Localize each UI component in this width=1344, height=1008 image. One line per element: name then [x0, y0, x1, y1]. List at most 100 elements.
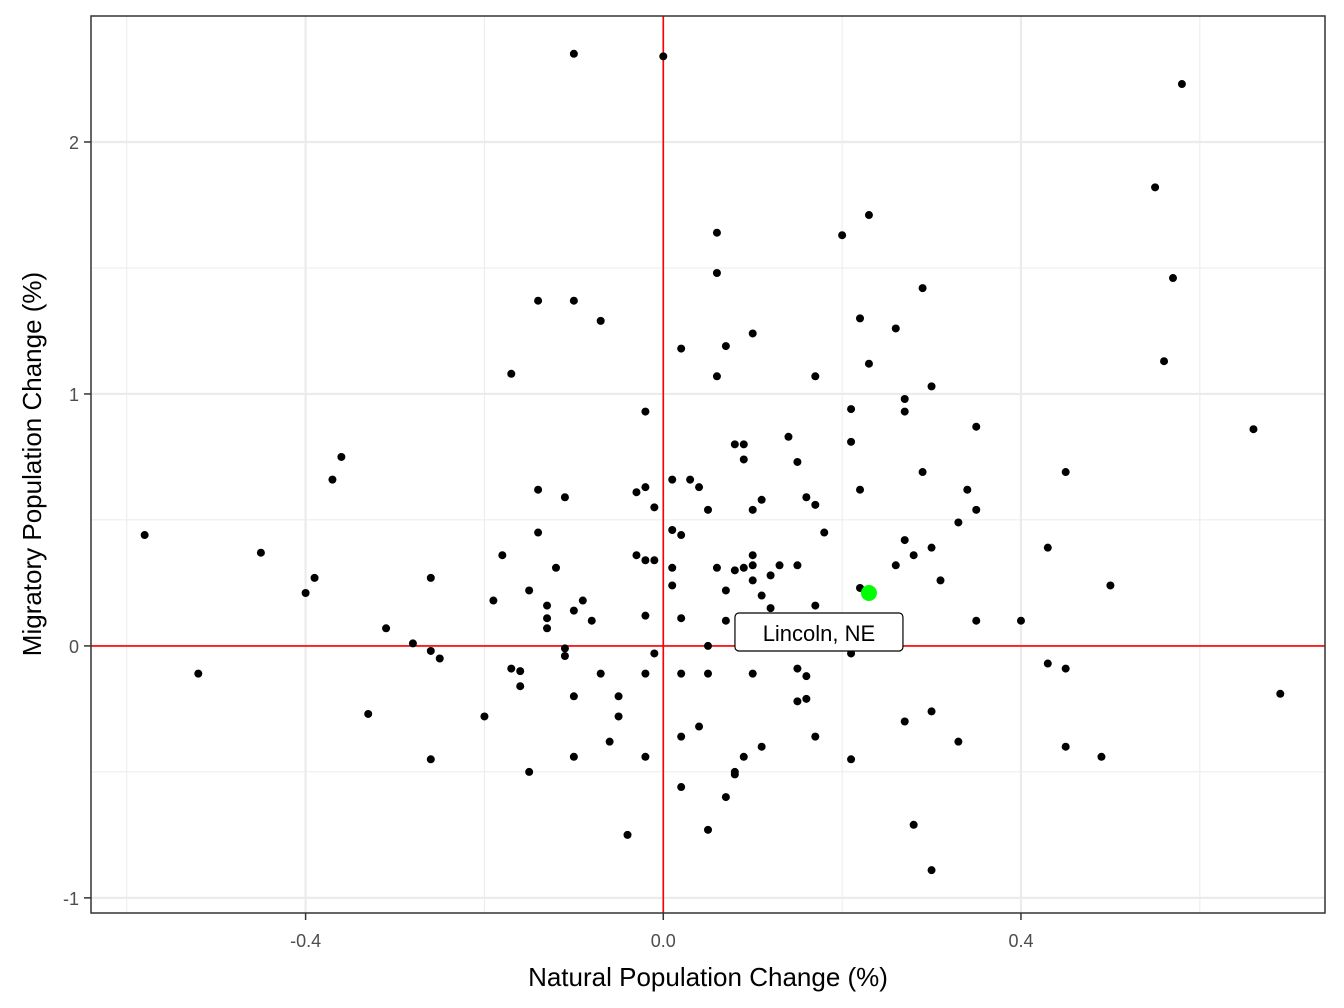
data-point [632, 551, 641, 560]
data-point [632, 488, 641, 497]
data-point [641, 407, 650, 416]
grid-minor [91, 16, 1325, 913]
data-point [739, 563, 748, 572]
data-point [927, 382, 936, 391]
data-point [712, 269, 721, 278]
data-point [712, 228, 721, 237]
data-point [489, 596, 498, 605]
data-point [560, 644, 569, 653]
data-point [1043, 659, 1052, 668]
data-point [739, 752, 748, 761]
data-point [668, 563, 677, 572]
data-point [766, 571, 775, 580]
data-point [847, 437, 856, 446]
data-point [793, 664, 802, 673]
data-point [784, 432, 793, 441]
data-point [551, 563, 560, 572]
data-point [641, 483, 650, 492]
data-point [730, 770, 739, 779]
data-point [525, 586, 534, 595]
data-point [802, 694, 811, 703]
data-point [811, 500, 820, 509]
data-point [721, 342, 730, 351]
y-tick-label: 2 [69, 133, 79, 153]
data-point [900, 394, 909, 403]
data-point [677, 531, 686, 540]
data-point [1097, 752, 1106, 761]
data-point [382, 624, 391, 633]
data-point [328, 475, 337, 484]
data-point [936, 576, 945, 585]
data-point [668, 526, 677, 535]
data-point [659, 52, 668, 61]
data-point [525, 767, 534, 776]
y-tick-label: 1 [69, 385, 79, 405]
data-point [793, 457, 802, 466]
data-point [650, 556, 659, 565]
data-point [1177, 80, 1186, 89]
data-point [435, 654, 444, 663]
data-point [918, 284, 927, 293]
data-point [641, 556, 650, 565]
data-point [704, 641, 712, 650]
data-point [569, 296, 578, 305]
data-point [480, 712, 489, 721]
data-point [739, 440, 748, 449]
data-point [516, 682, 525, 691]
data-point [614, 712, 623, 721]
data-point [766, 604, 775, 613]
data-point [256, 548, 265, 557]
data-point [596, 669, 605, 678]
data-point [1061, 664, 1070, 673]
highlight-label: Lincoln, NE [763, 621, 876, 646]
data-point [534, 528, 543, 537]
data-point [900, 407, 909, 416]
data-point [695, 722, 704, 731]
data-point [856, 485, 865, 494]
data-point [757, 495, 766, 504]
data-point [721, 616, 730, 625]
data-point [730, 440, 739, 449]
data-point [748, 505, 757, 514]
x-axis-title: Natural Population Change (%) [528, 962, 888, 992]
data-point [757, 742, 766, 751]
data-point [623, 830, 632, 839]
data-point [757, 591, 766, 600]
x-tick-label: -0.4 [290, 931, 321, 951]
data-point [641, 752, 650, 761]
x-axis-ticks: -0.4 0.0 0.4 [290, 913, 1033, 951]
data-point [650, 649, 659, 658]
data-point [748, 669, 757, 678]
highlight-label-box [734, 612, 904, 652]
data-point [972, 616, 981, 625]
data-point [721, 793, 730, 802]
data-point [569, 692, 578, 701]
data-point [909, 820, 918, 829]
data-point [569, 752, 578, 761]
data-point [748, 329, 757, 338]
x-tick-label: 0.4 [1008, 931, 1033, 951]
panel-background [91, 16, 1325, 913]
data-point [793, 561, 802, 570]
data-point [748, 576, 757, 585]
data-point [811, 601, 820, 610]
data-point [1106, 581, 1115, 590]
data-point [408, 639, 417, 648]
data-point [569, 49, 578, 58]
data-point [686, 475, 695, 484]
data-point [337, 452, 346, 461]
x-tick-label: 0.0 [651, 931, 676, 951]
data-point [578, 596, 587, 605]
data-point [900, 536, 909, 545]
data-point [864, 211, 873, 220]
data-point [802, 493, 811, 502]
data-point [677, 614, 686, 623]
data-point [972, 505, 981, 514]
data-point [802, 672, 811, 681]
data-point [543, 624, 552, 633]
data-point [972, 422, 981, 431]
data-points [140, 49, 1285, 875]
data-point [1168, 274, 1177, 283]
data-point [507, 664, 516, 673]
